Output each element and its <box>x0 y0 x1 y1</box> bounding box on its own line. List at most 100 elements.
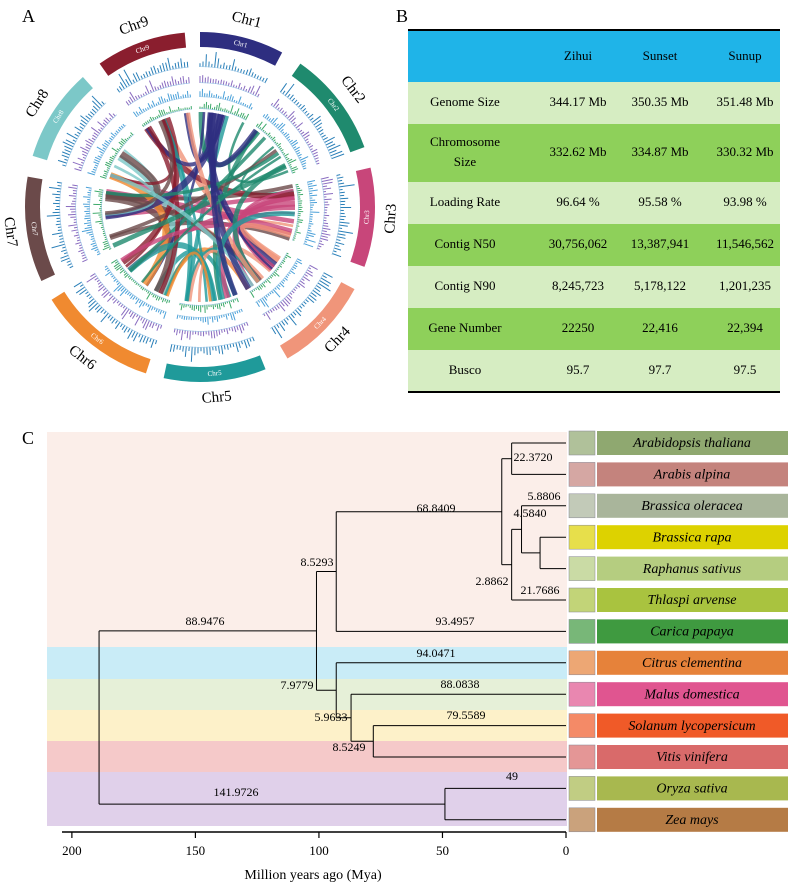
density-bar <box>265 78 268 83</box>
density-bar <box>161 110 163 116</box>
density-bar <box>322 231 327 232</box>
density-bar <box>149 71 151 76</box>
density-bar <box>310 118 313 121</box>
density-bar <box>61 250 67 252</box>
density-bar <box>191 347 192 362</box>
density-bar <box>173 95 174 100</box>
density-bar <box>82 229 92 231</box>
chromosome-ideogram <box>25 177 55 281</box>
species-name: Zea mays <box>665 813 719 828</box>
density-bar <box>292 98 295 101</box>
density-bar <box>290 95 294 100</box>
density-bar <box>294 265 298 267</box>
density-bar <box>233 312 236 320</box>
density-bar <box>151 339 154 348</box>
density-bar <box>104 120 108 124</box>
density-bar <box>283 112 286 115</box>
species-name: Carica papaya <box>650 625 734 640</box>
chromosome-label: Chr3 <box>382 203 400 234</box>
density-bar <box>242 324 244 331</box>
density-bar <box>230 313 232 320</box>
species-photo <box>569 651 595 675</box>
density-bar <box>122 325 125 330</box>
density-bar <box>230 95 232 102</box>
density-bar <box>318 283 331 291</box>
density-bar <box>327 144 335 148</box>
density-bar <box>74 169 81 171</box>
density-bar <box>102 102 105 105</box>
density-bar <box>142 125 143 127</box>
column-header: Zihui <box>564 48 593 63</box>
density-bar <box>235 67 236 72</box>
density-bar <box>181 58 182 68</box>
density-bar <box>170 81 171 86</box>
density-bar <box>73 190 77 191</box>
density-bar <box>84 223 91 224</box>
density-bar <box>297 308 301 312</box>
species-photo <box>569 714 595 738</box>
density-bar <box>314 158 318 160</box>
density-bar <box>150 117 152 121</box>
column-header: Sunup <box>728 48 761 63</box>
density-bar <box>285 134 289 137</box>
density-bar <box>339 222 349 223</box>
density-bar <box>143 336 146 342</box>
density-bar <box>184 62 185 68</box>
density-bar <box>60 238 64 239</box>
density-bar <box>313 155 318 157</box>
density-bar <box>297 194 303 195</box>
track-ring <box>200 66 266 83</box>
density-bar <box>301 132 304 135</box>
panel-label: B <box>396 6 408 26</box>
density-bar <box>262 78 264 82</box>
density-bar <box>295 150 299 152</box>
density-bar <box>129 310 131 314</box>
density-bar <box>223 302 224 307</box>
density-bar <box>293 312 296 315</box>
density-bar <box>158 68 160 73</box>
density-bar <box>104 243 109 245</box>
density-bar <box>297 285 300 288</box>
density-bar <box>125 290 128 293</box>
density-bar <box>163 110 165 116</box>
density-bar <box>93 162 98 164</box>
density-bar <box>339 225 348 226</box>
density-bar <box>232 327 233 331</box>
density-bar <box>135 316 140 326</box>
density-bar <box>84 218 90 219</box>
density-bar <box>190 331 191 340</box>
density-bar <box>52 233 62 235</box>
density-bar <box>245 114 248 120</box>
density-bar <box>217 316 218 322</box>
node-label: 21.7686 <box>521 583 560 597</box>
density-bar <box>136 72 140 80</box>
density-bar <box>210 104 211 110</box>
density-bar <box>99 194 103 195</box>
density-bar <box>59 241 64 242</box>
track-ring <box>171 337 253 348</box>
density-bar <box>232 59 235 70</box>
row-label: Contig N90 <box>434 278 495 293</box>
density-bar <box>243 86 245 91</box>
x-tick-label: 200 <box>62 843 82 858</box>
species-name: Thlaspi arvense <box>647 593 736 608</box>
density-bar <box>112 319 116 324</box>
density-bar <box>246 70 248 75</box>
density-bar <box>178 107 179 111</box>
density-bar <box>62 152 70 155</box>
table-cell: 93.98 % <box>723 194 767 209</box>
node-label: 22.3720 <box>514 450 553 464</box>
density-bar <box>178 92 179 99</box>
density-bar <box>216 330 217 336</box>
track-ring <box>89 188 100 254</box>
density-bar <box>158 297 160 301</box>
density-bar <box>110 159 114 161</box>
density-bar <box>85 227 92 228</box>
density-bar <box>107 296 113 302</box>
chromosome-label: Chr8 <box>23 87 53 121</box>
density-bar <box>238 97 241 104</box>
chromosome-label: Chr9 <box>117 13 151 38</box>
density-bar <box>185 346 186 357</box>
x-tick-label: 150 <box>186 843 206 858</box>
density-bar <box>90 273 95 276</box>
